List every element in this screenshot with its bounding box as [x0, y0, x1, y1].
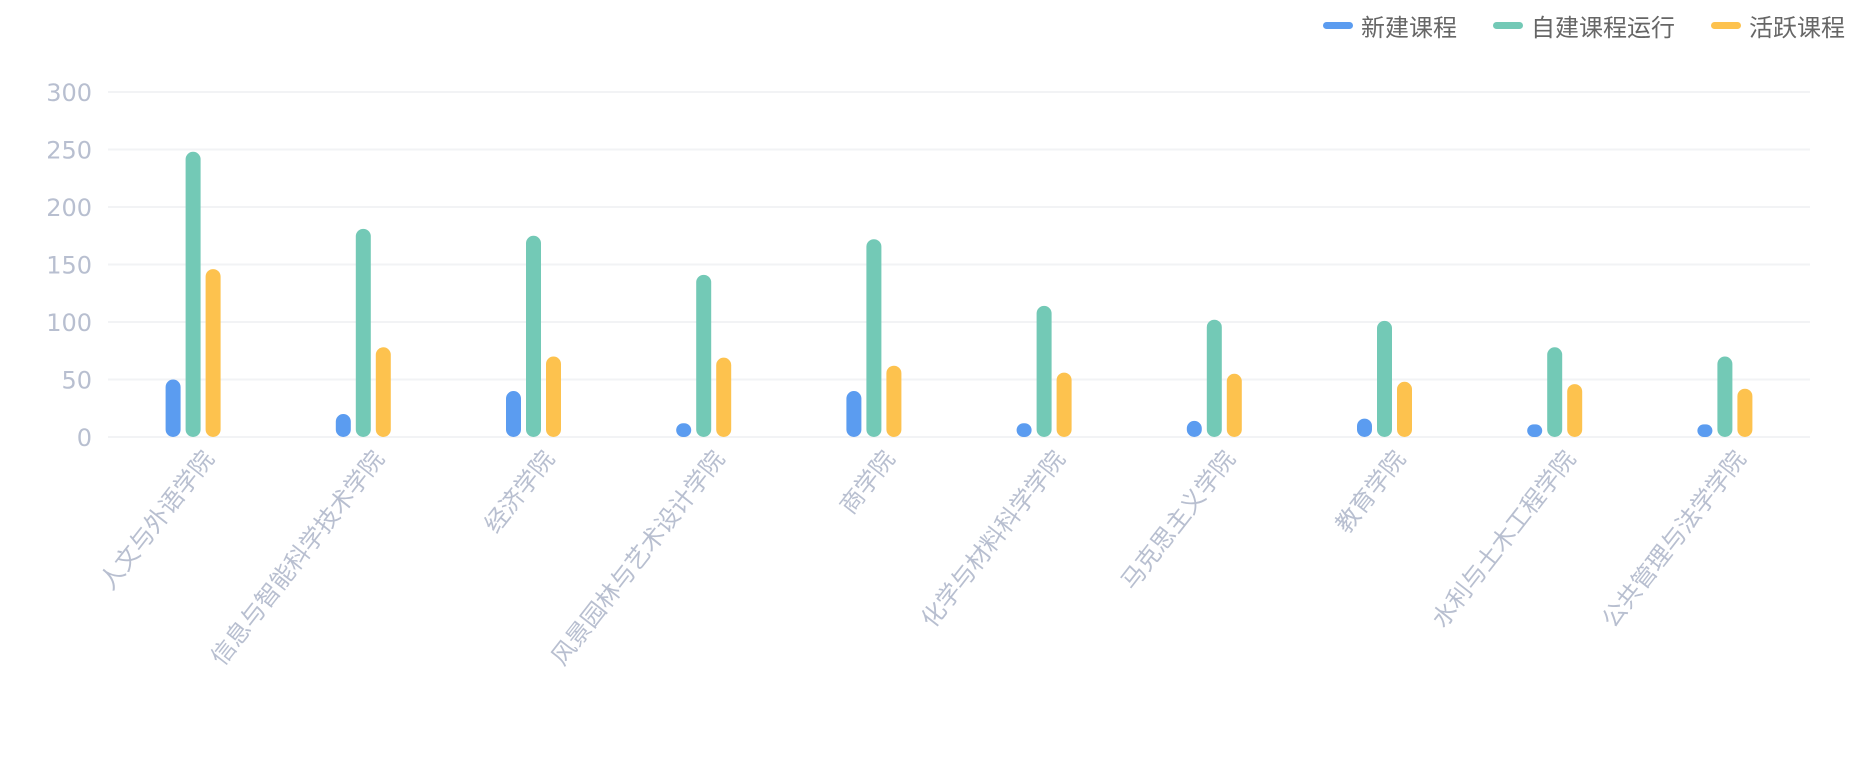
bar-active-courses[interactable] — [1737, 388, 1753, 437]
bar-self-built-running[interactable] — [1377, 320, 1392, 437]
x-category-label: 公共管理与法学学院 — [1597, 445, 1752, 632]
x-category-label: 商学院 — [834, 445, 900, 519]
bar-active-courses[interactable] — [205, 269, 221, 437]
bar-self-built-running[interactable] — [185, 151, 201, 438]
x-category-label: 风景园林与艺术设计学院 — [546, 445, 731, 670]
legend-item-new-courses[interactable]: 新建课程 — [1323, 8, 1457, 43]
bar-self-built-running[interactable] — [866, 239, 882, 437]
bar-self-built-running[interactable] — [355, 228, 371, 437]
bar-new-courses[interactable] — [1357, 418, 1372, 437]
legend-swatch-new-courses — [1323, 22, 1353, 29]
bar-new-courses[interactable] — [676, 423, 692, 437]
bar-active-courses[interactable] — [1056, 372, 1072, 437]
bar-new-courses[interactable] — [165, 379, 181, 438]
x-category-label: 信息与智能科学技术学院 — [205, 445, 390, 670]
legend-item-active-courses[interactable]: 活跃课程 — [1711, 8, 1845, 43]
bar-self-built-running[interactable] — [696, 274, 712, 437]
bar-self-built-running[interactable] — [1206, 319, 1222, 437]
y-tick-label: 100 — [46, 309, 92, 337]
x-category-label: 人文与外语学院 — [94, 445, 219, 595]
legend-label-self-built-running: 自建课程运行 — [1531, 14, 1675, 42]
x-category-label: 水利与土木工程学院 — [1426, 445, 1581, 632]
bar-active-courses[interactable] — [546, 356, 561, 438]
legend: 新建课程 自建课程运行 活跃课程 — [1323, 8, 1845, 43]
y-tick-label: 150 — [46, 252, 92, 280]
bars — [165, 151, 1753, 438]
x-category-label: 教育学院 — [1330, 445, 1411, 538]
legend-swatch-self-built-running — [1493, 22, 1523, 29]
bar-new-courses[interactable] — [846, 391, 862, 437]
bar-new-courses[interactable] — [1016, 423, 1032, 437]
legend-label-active-courses: 活跃课程 — [1749, 14, 1845, 42]
bar-self-built-running[interactable] — [1547, 347, 1563, 437]
legend-item-self-built-running[interactable]: 自建课程运行 — [1493, 8, 1675, 43]
bar-new-courses[interactable] — [1186, 420, 1202, 437]
y-tick-label: 300 — [46, 79, 92, 107]
bar-new-courses[interactable] — [1697, 424, 1713, 437]
y-tick-label: 0 — [77, 424, 92, 452]
x-category-label: 马克思主义学院 — [1116, 445, 1241, 595]
bar-new-courses[interactable] — [335, 414, 351, 437]
x-category-label: 经济学院 — [479, 445, 560, 538]
bar-active-courses[interactable] — [1567, 384, 1583, 437]
bar-new-courses[interactable] — [1527, 424, 1543, 437]
x-category-label: 化学与材料科学学院 — [916, 445, 1071, 632]
y-tick-label: 250 — [46, 137, 92, 165]
legend-swatch-active-courses — [1711, 22, 1741, 29]
bar-new-courses[interactable] — [506, 391, 521, 437]
bar-self-built-running[interactable] — [526, 235, 541, 437]
bar-self-built-running[interactable] — [1717, 356, 1733, 438]
bar-self-built-running[interactable] — [1036, 305, 1052, 437]
y-tick-label: 50 — [61, 367, 92, 395]
y-tick-label: 200 — [46, 194, 92, 222]
legend-label-new-courses: 新建课程 — [1361, 14, 1457, 42]
y-axis-ticks: 0 50 100 150 200 250 300 — [46, 79, 92, 452]
bar-active-courses[interactable] — [1226, 373, 1242, 437]
bar-active-courses[interactable] — [716, 357, 732, 437]
bar-active-courses[interactable] — [375, 347, 391, 437]
bar-active-courses[interactable] — [1397, 381, 1412, 437]
grid-lines — [108, 91, 1810, 438]
bar-active-courses[interactable] — [886, 365, 902, 437]
